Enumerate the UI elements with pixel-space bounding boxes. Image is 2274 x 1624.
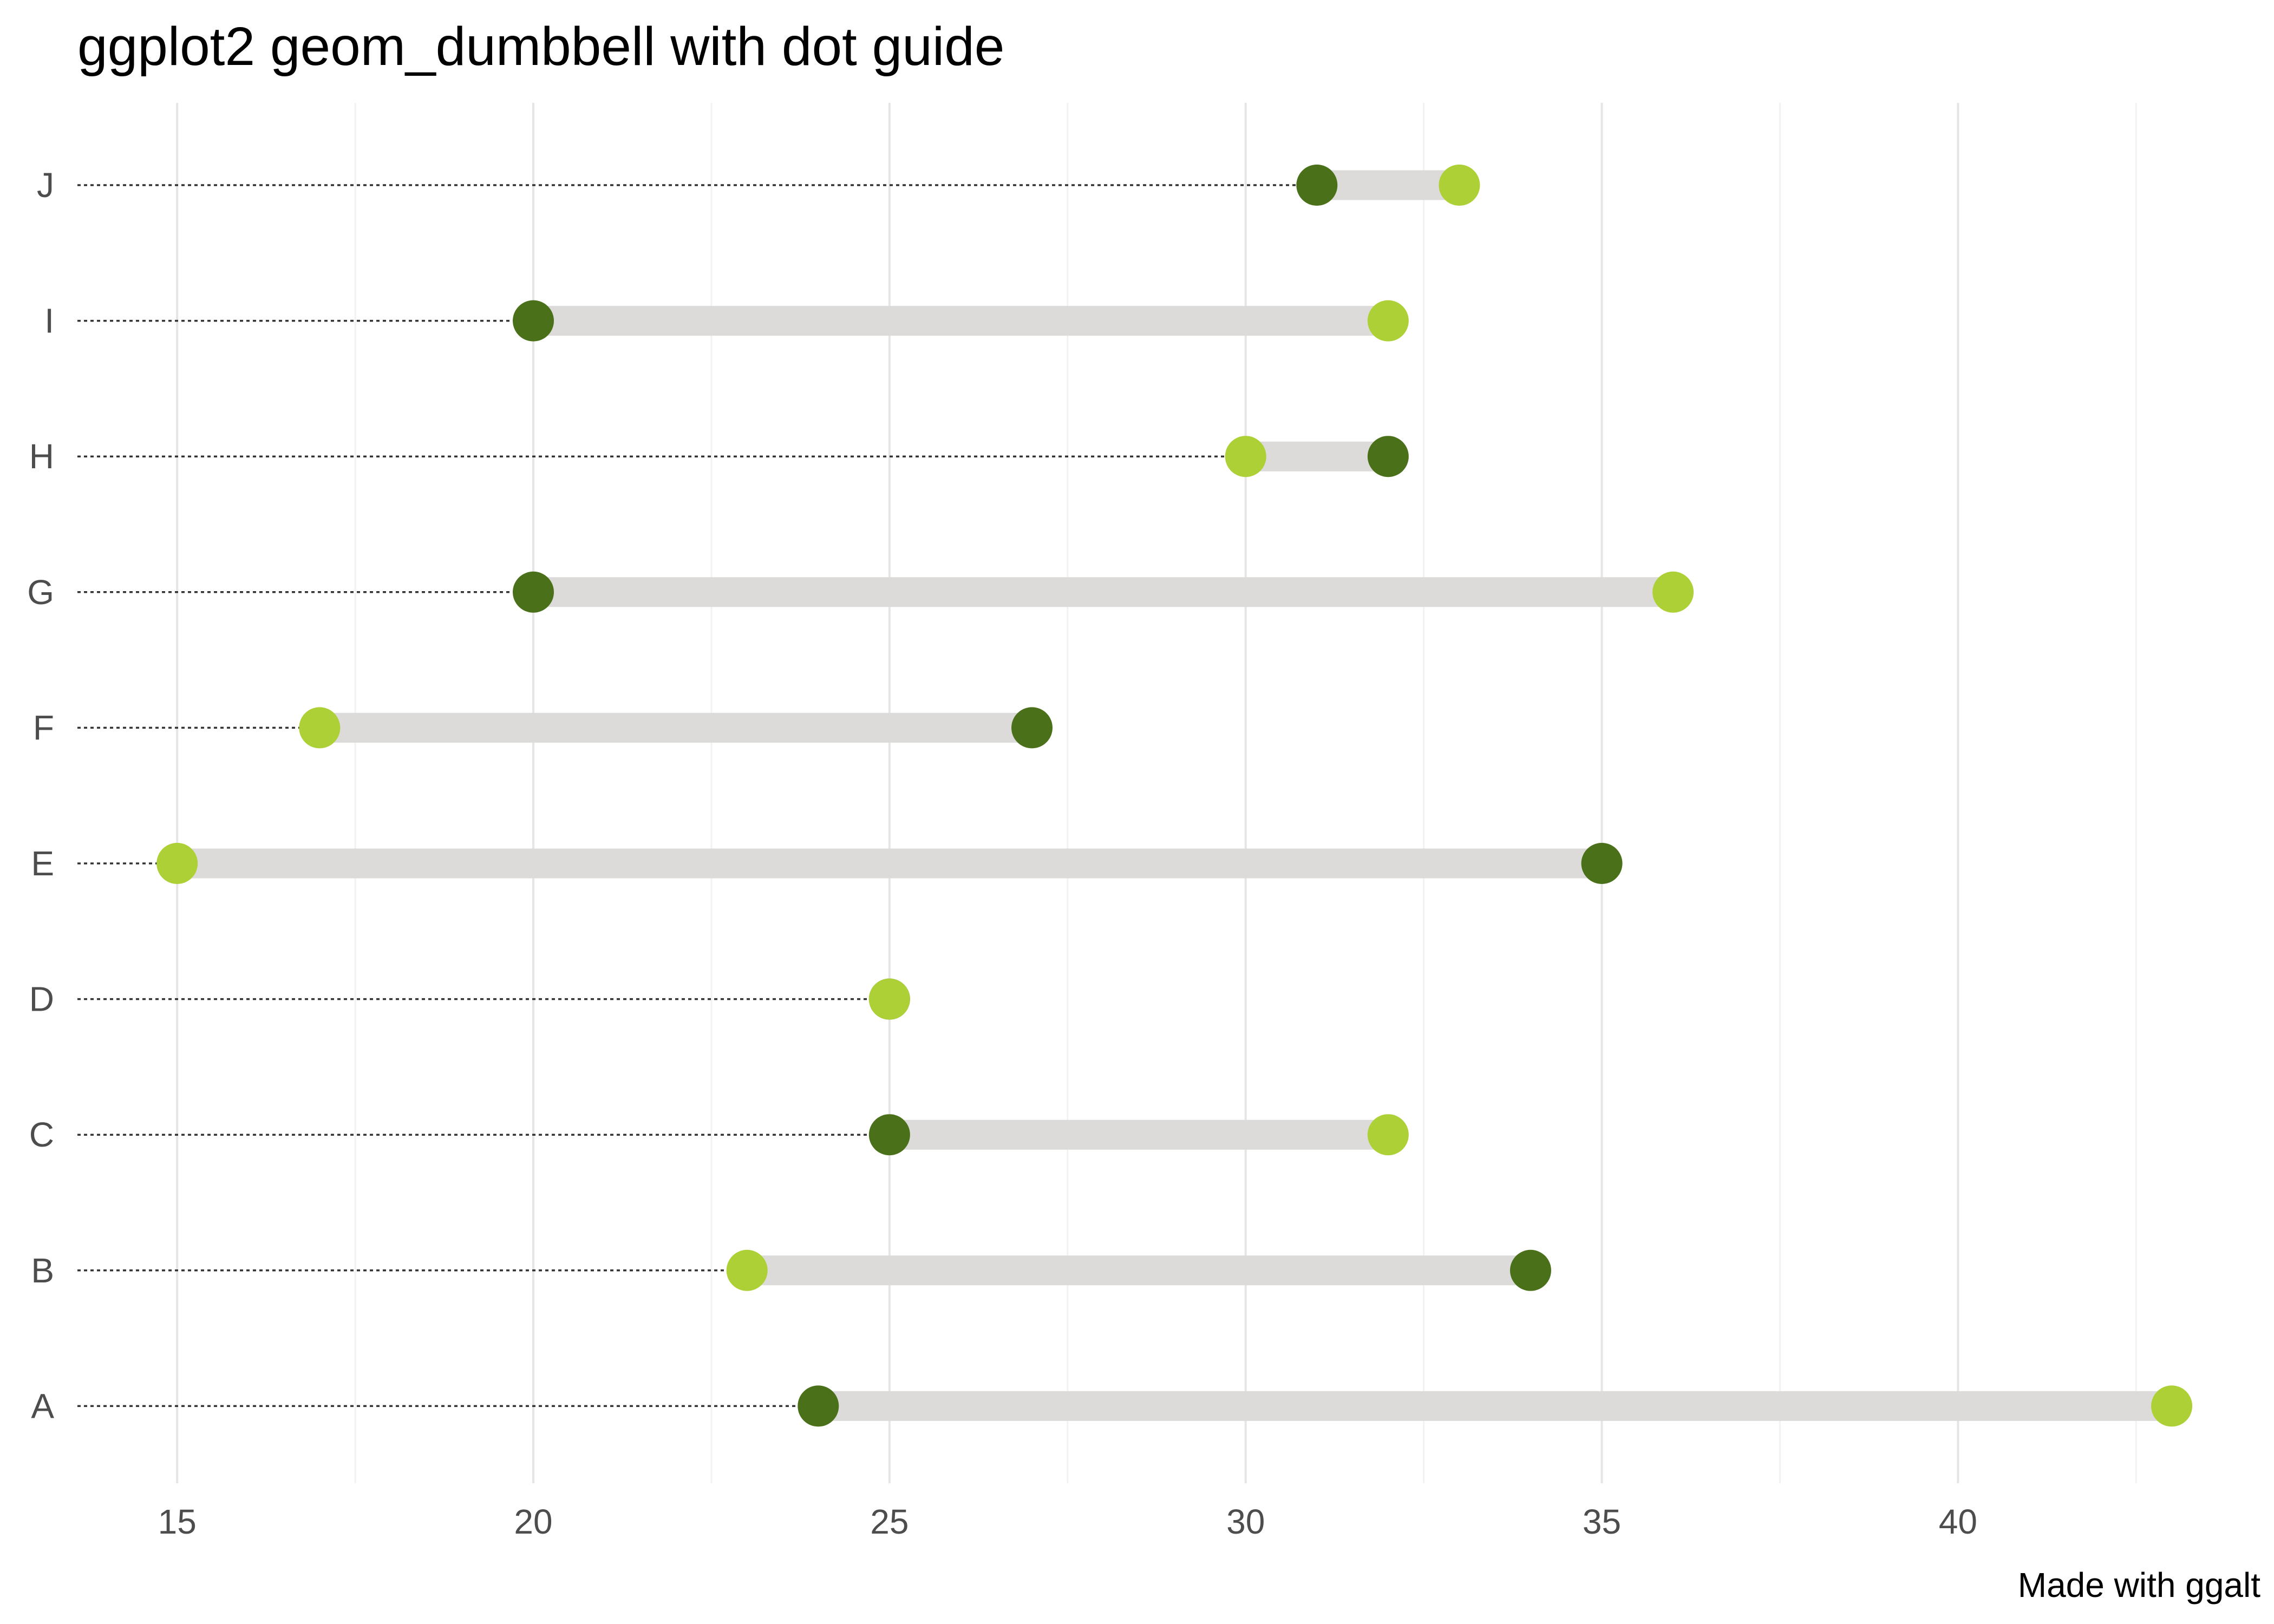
x-axis-ticks: 15 20 25 30 35 40 xyxy=(158,1502,1977,1541)
point-xend-H xyxy=(1225,436,1266,477)
dot-guide-layer xyxy=(77,184,1317,1407)
point-xend-I xyxy=(1367,300,1409,342)
x-tick-label: 15 xyxy=(158,1502,197,1541)
x-tick-label: 40 xyxy=(1939,1502,1977,1541)
point-x-B xyxy=(1510,1249,1551,1291)
point-xend-B xyxy=(726,1249,768,1291)
x-tick-label: 25 xyxy=(870,1502,909,1541)
point-x-J xyxy=(1296,165,1338,206)
y-tick-label: J xyxy=(37,166,54,205)
y-tick-label: F xyxy=(33,708,54,747)
point-xend-G xyxy=(1652,571,1694,613)
point-x-H xyxy=(1367,436,1409,477)
y-tick-label: A xyxy=(31,1386,54,1425)
chart-title: ggplot2 geom_dumbbell with dot guide xyxy=(77,16,1004,77)
point-xend-C xyxy=(1367,1114,1409,1156)
point-xend-E xyxy=(156,843,198,884)
point-xend-D xyxy=(868,978,910,1020)
x-tick-label: 35 xyxy=(1583,1502,1621,1541)
point-xend-J xyxy=(1439,165,1480,206)
x-tick-label: 20 xyxy=(514,1502,552,1541)
y-tick-label: D xyxy=(29,980,54,1019)
y-tick-label: C xyxy=(29,1115,54,1154)
y-tick-label: E xyxy=(31,844,54,883)
x-tick-label: 30 xyxy=(1226,1502,1265,1541)
y-tick-label: B xyxy=(31,1251,54,1290)
y-tick-label: G xyxy=(27,573,54,612)
point-x-F xyxy=(1011,707,1053,749)
y-tick-label: I xyxy=(44,302,54,340)
point-xend-F xyxy=(299,707,341,749)
point-x-E xyxy=(1581,843,1623,884)
point-x-G xyxy=(513,571,554,613)
point-xend-A xyxy=(2151,1385,2193,1427)
y-axis-ticks: A B C D E F G H I J xyxy=(27,166,54,1425)
point-x-C xyxy=(868,1114,910,1156)
segment-layer xyxy=(177,170,2172,1421)
point-layer xyxy=(156,165,2193,1427)
chart-caption: Made with ggalt xyxy=(2018,1566,2260,1605)
point-x-A xyxy=(798,1385,839,1427)
y-tick-label: H xyxy=(29,437,54,476)
point-x-I xyxy=(513,300,554,342)
